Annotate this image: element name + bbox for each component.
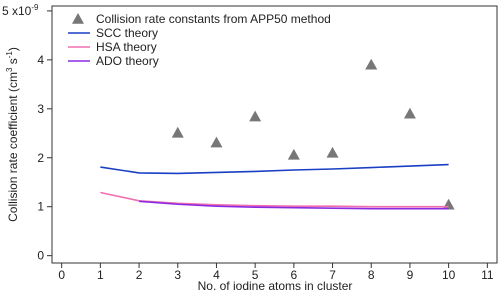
x-tick-label: 7 xyxy=(329,268,336,282)
x-tick-label: 9 xyxy=(407,268,414,282)
series-line xyxy=(100,163,449,175)
triangle-marker xyxy=(403,107,416,119)
triangle-marker xyxy=(249,110,262,122)
triangle-marker xyxy=(171,126,184,138)
x-tick-label: 2 xyxy=(136,268,143,282)
label-part: s xyxy=(6,58,20,67)
x-tick-label: 8 xyxy=(368,268,375,282)
y-tick-label: 4 xyxy=(37,53,44,67)
triangle-marker xyxy=(210,136,223,148)
legend-marker xyxy=(72,13,84,24)
triangle-marker xyxy=(326,146,339,158)
y-tick-label: 5 x10-9 xyxy=(2,3,39,18)
y-exponent: -9 xyxy=(31,3,39,12)
x-tick-label: 1 xyxy=(97,268,104,282)
y-tick-label: 3 xyxy=(37,102,44,116)
x-tick-label: 5 xyxy=(252,268,259,282)
superscript: -1 xyxy=(5,51,14,59)
triangle-marker xyxy=(287,148,300,160)
x-tick-label: 0 xyxy=(58,268,65,282)
x-tick-label: 11 xyxy=(481,268,494,282)
x-tick-label: 10 xyxy=(442,268,456,282)
plot-frame xyxy=(51,5,498,264)
label-part: Collision rate coefficient (cm xyxy=(6,72,20,222)
x-tick-label: 4 xyxy=(213,268,220,282)
legend-label: HSA theory xyxy=(96,40,157,54)
y-tick-label: 0 xyxy=(37,249,44,263)
y-axis-label: Collision rate coefficient (cm3 s-1) xyxy=(5,47,20,222)
x-tick-label: 6 xyxy=(291,268,298,282)
label-part: ) xyxy=(6,47,20,51)
series-line xyxy=(139,200,449,210)
legend-label: SCC theory xyxy=(96,26,158,40)
legend-label: Collision rate constants from APP50 meth… xyxy=(96,12,331,26)
y-tick-label: 2 xyxy=(37,151,44,165)
legend-label: ADO theory xyxy=(96,54,159,68)
triangle-marker xyxy=(365,58,378,70)
series-line xyxy=(100,191,449,208)
x-tick-label: 3 xyxy=(174,268,181,282)
superscript: 3 xyxy=(5,67,14,72)
y-tick-label: 1 xyxy=(37,200,44,214)
x-axis-label: No. of iodine atoms in cluster xyxy=(198,279,353,293)
